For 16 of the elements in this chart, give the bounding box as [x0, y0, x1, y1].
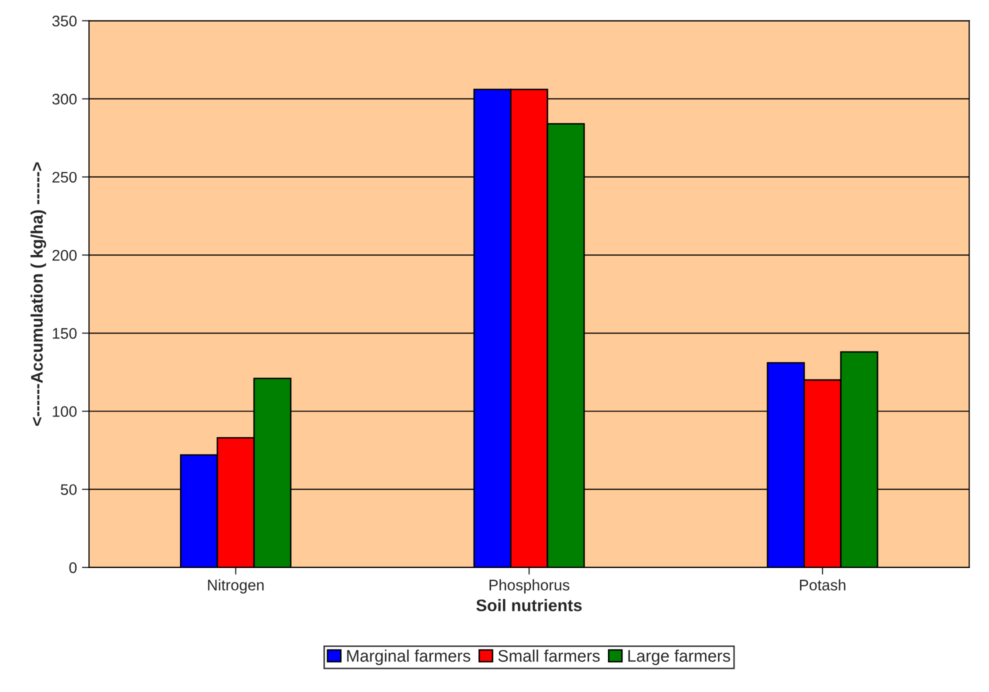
- legend-label: Marginal farmers: [347, 650, 470, 666]
- x-tick-label: Potash: [800, 579, 846, 590]
- y-tick-label: 50: [60, 484, 77, 496]
- y-tick-label: 100: [52, 406, 77, 417]
- y-tick-label: 0: [69, 562, 77, 574]
- legend-label: Large farmers: [628, 650, 730, 666]
- x-tick-label: Phosphorus: [490, 579, 570, 594]
- y-tick-label: 300: [52, 94, 77, 105]
- y-tick-label: 350: [52, 16, 77, 26]
- x-axis-title: Soil nutrients: [476, 599, 582, 612]
- y-tick-label: 200: [52, 250, 77, 261]
- y-tick-label: 250: [52, 172, 77, 183]
- legend-label: Small farmers: [498, 650, 600, 662]
- y-axis-title: <------Accumulation ( kg/ha) ------>: [30, 162, 46, 426]
- y-tick-label: 150: [52, 328, 77, 339]
- x-tick-label: Nitrogen: [208, 579, 264, 594]
